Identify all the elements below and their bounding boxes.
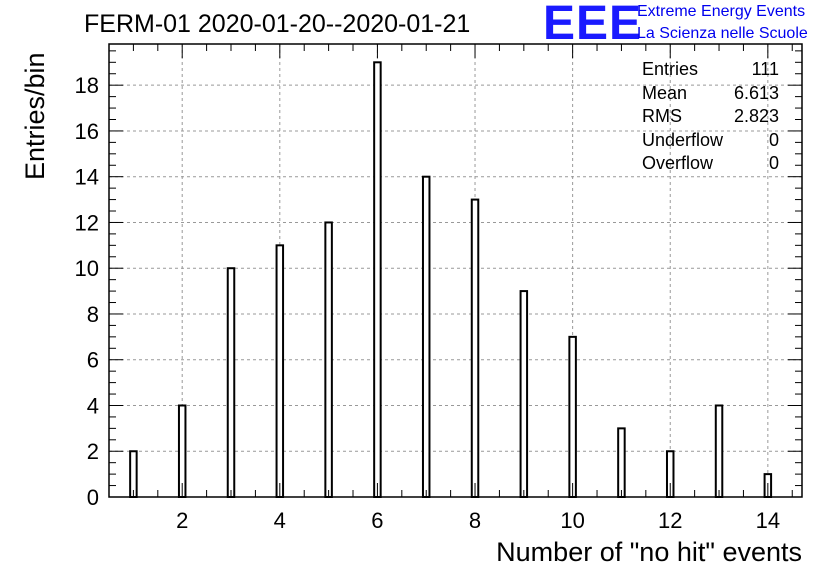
stat-row-overflow: Overflow 0 <box>642 152 779 176</box>
stat-value: 0 <box>768 129 779 150</box>
logo-line-2: La Scienza nelle Scuole <box>637 25 808 42</box>
histogram-bar <box>714 404 724 499</box>
histogram-bar <box>373 61 382 498</box>
grid-lines <box>109 44 802 497</box>
stat-label: RMS <box>642 106 682 126</box>
stat-label: Underflow <box>642 129 724 150</box>
histogram-bar <box>421 175 431 499</box>
axes: 2 4 6 8 10 12 14 0 2 4 6 8 10 12 14 16 18 <box>75 43 803 533</box>
histogram-bar <box>568 335 577 498</box>
y-tick-label: 0 <box>87 485 99 510</box>
x-tick-label: 12 <box>658 508 682 533</box>
x-tick-label: 14 <box>756 508 780 533</box>
y-tick-label: 6 <box>87 348 99 373</box>
eee-logo: EEE <box>543 0 643 50</box>
y-tick-label: 10 <box>75 256 99 281</box>
y-tick-label: 12 <box>75 210 99 235</box>
x-tick-label: 10 <box>560 508 584 533</box>
x-tick-label: 2 <box>176 508 188 533</box>
stat-value: 2.823 <box>733 106 779 126</box>
y-tick-label: 14 <box>75 165 99 190</box>
stat-row-entries: Entries 111 <box>642 58 779 82</box>
stat-value: 6.613 <box>733 82 779 103</box>
stat-row-underflow: Underflow 0 <box>642 129 779 153</box>
histogram-bar <box>275 244 285 498</box>
stat-row-rms: RMS 2.823 <box>642 105 779 129</box>
plot-frame <box>108 43 803 498</box>
histogram-bar <box>519 290 529 498</box>
x-tick-label: 6 <box>371 508 383 533</box>
y-axis-label: Entries/bin <box>20 52 50 180</box>
logo-line-1: Extreme Energy Events <box>637 3 806 20</box>
stats-box: Entries 111 Mean 6.613 RMS 2.823 Underfl… <box>642 58 779 176</box>
stat-value: 111 <box>751 59 779 79</box>
histogram-bar <box>324 221 333 498</box>
y-tick-label: 4 <box>87 393 99 418</box>
y-tick-label: 16 <box>75 119 99 144</box>
histogram-bar <box>226 267 236 498</box>
stat-label: Entries <box>642 59 699 79</box>
x-tick-label: 8 <box>469 508 481 533</box>
x-tick-label: 4 <box>274 508 286 533</box>
chart-title: FERM-01 2020-01-20--2020-01-21 <box>84 10 471 38</box>
histogram-bar <box>617 427 626 499</box>
y-tick-label: 18 <box>75 73 99 98</box>
stat-label: Mean <box>642 82 688 103</box>
stat-row-mean: Mean 6.613 <box>642 82 779 106</box>
histogram-bar <box>470 198 480 499</box>
y-tick-label: 2 <box>87 439 99 464</box>
stat-label: Overflow <box>642 153 714 173</box>
x-axis-label: Number of "no hit" events <box>496 537 802 567</box>
y-tick-label: 8 <box>87 302 99 327</box>
stat-value: 0 <box>768 153 779 173</box>
